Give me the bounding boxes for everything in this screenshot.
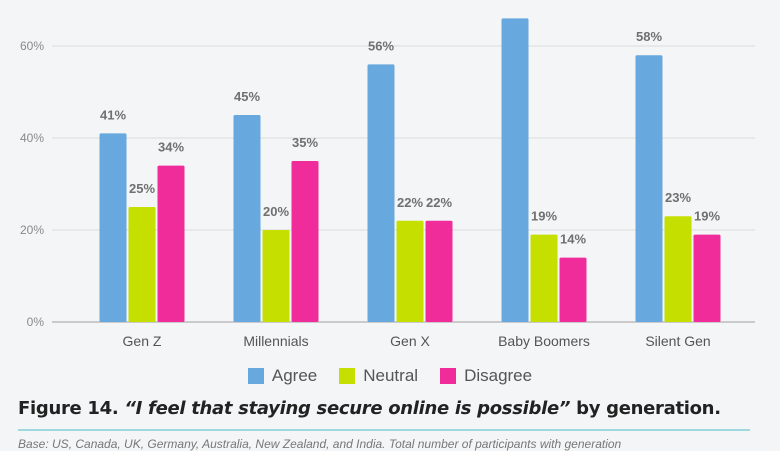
bar-disagree [291,161,319,322]
bar-agree [99,133,127,322]
legend: Agree Neutral Disagree [0,366,780,386]
x-tick-label: Gen X [390,333,430,349]
legend-swatch [247,368,264,384]
data-label: 35% [292,135,318,150]
bar-agree [501,18,529,323]
data-label: 34% [158,140,184,155]
data-label: 45% [234,89,260,104]
legend-swatch [339,368,356,384]
bar-neutral [530,234,558,322]
bar-agree [367,64,395,323]
bar-agree [635,55,663,322]
y-tick-label: 40% [20,131,44,145]
y-tick-label: 60% [20,39,44,53]
figure-caption: Figure 14. “I feel that staying secure o… [18,398,721,419]
data-label: 20% [263,204,289,219]
bar-disagree [425,220,453,322]
data-label: 19% [694,209,720,224]
x-tick-label: Silent Gen [645,333,710,349]
caption-suffix: by generation. [570,398,721,419]
divider [18,429,750,431]
data-label: 22% [426,195,452,210]
x-tick-label: Millennials [243,333,308,349]
legend-item: Disagree [440,366,532,386]
data-label: 25% [129,181,155,196]
bar-agree [233,115,261,322]
data-label: 22% [397,195,423,210]
bar-disagree [559,257,587,322]
data-label: 56% [368,38,394,53]
caption-quote: “I feel that staying secure online is po… [124,398,571,419]
x-tick-label: Gen Z [123,333,162,349]
data-label: 23% [665,190,691,205]
base-note: Base: US, Canada, UK, Germany, Australia… [18,437,622,451]
legend-swatch [440,368,457,384]
bar-disagree [693,234,721,322]
x-tick-label: Baby Boomers [498,333,590,349]
bar-neutral [262,230,290,322]
y-tick-label: 0% [27,315,45,329]
bar-neutral [396,220,424,322]
bar-neutral [664,216,692,322]
bar-neutral [128,207,156,322]
data-label: 19% [531,209,557,224]
legend-label: Disagree [464,366,533,385]
caption-prefix: Figure 14. [18,398,125,419]
legend-label: Neutral [363,366,419,385]
data-label: 58% [636,29,662,44]
bar-chart: 0% 20% 40% 60% Gen Z 41% 25% 34% Millennials 45% 2… [20,18,755,349]
y-tick-label: 20% [20,223,44,237]
legend-item: Agree [247,366,318,386]
data-label: 41% [100,107,126,122]
bar-disagree [157,165,185,322]
legend-label: Agree [271,366,318,385]
legend-item: Neutral [339,366,418,386]
data-label: 14% [560,232,586,247]
